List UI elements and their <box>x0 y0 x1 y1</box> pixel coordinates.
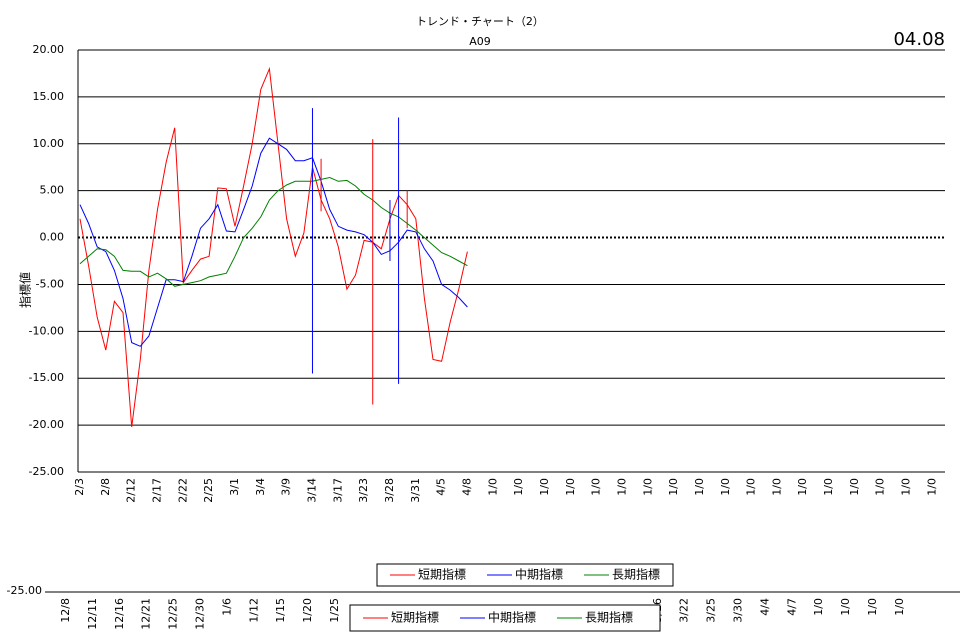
y-tick-label: 20.00 <box>33 43 65 56</box>
x-tick-label: 1/20 <box>301 598 314 623</box>
x-tick-label: 4/8 <box>460 478 473 496</box>
x-tick-label: 1/0 <box>615 478 628 496</box>
x-tick-label: 1/0 <box>812 598 825 616</box>
x-tick-label: 4/5 <box>435 478 448 496</box>
y-tick-label: -25.00 <box>7 584 42 597</box>
legend-label: 長期指標 <box>612 567 660 582</box>
legend-label: 中期指標 <box>488 610 536 625</box>
x-tick-label: 3/28 <box>383 478 396 503</box>
x-tick-label: 1/0 <box>512 478 525 496</box>
x-tick-label: 3/17 <box>331 478 344 503</box>
x-tick-label: 1/0 <box>848 478 861 496</box>
x-tick-label: 2/17 <box>150 478 163 503</box>
x-tick-label: 1/25 <box>328 598 341 623</box>
y-tick-label: -25.00 <box>29 465 64 478</box>
x-tick-label: 1/12 <box>247 598 260 623</box>
x-tick-label: 1/0 <box>486 478 499 496</box>
x-tick-label: 12/16 <box>113 598 126 630</box>
x-tick-label: 3/4 <box>254 478 267 496</box>
legend-box <box>376 563 674 587</box>
legend-label: 長期指標 <box>585 610 633 625</box>
x-tick-label: 1/0 <box>893 598 906 616</box>
legend-label: 短期指標 <box>418 567 466 582</box>
x-tick-label: 3/23 <box>357 478 370 503</box>
x-tick-label: 1/15 <box>274 598 287 623</box>
x-tick-label: 2/8 <box>99 478 112 496</box>
x-tick-label: 1/0 <box>693 478 706 496</box>
chart-subtitle: A09 <box>469 35 491 48</box>
x-tick-label: 3/1 <box>228 478 241 496</box>
x-tick-label: 3/14 <box>305 478 318 503</box>
y-tick-label: 5.00 <box>40 184 65 197</box>
x-tick-label: 1/0 <box>590 478 603 496</box>
x-tick-label: 12/11 <box>86 598 99 630</box>
x-tick-label: 1/0 <box>874 478 887 496</box>
x-tick-label: 2/12 <box>125 478 138 503</box>
x-tick-label: 2/3 <box>73 478 86 496</box>
x-tick-label: 3/22 <box>678 598 691 623</box>
legend-label: 短期指標 <box>391 610 439 625</box>
y-tick-label: -5.00 <box>36 277 64 290</box>
x-tick-label: 1/0 <box>745 478 758 496</box>
x-tick-label: 1/0 <box>538 478 551 496</box>
y-tick-label: -15.00 <box>29 371 64 384</box>
y-axis-label: 指標値 <box>18 272 33 308</box>
x-tick-label: 12/30 <box>194 598 207 630</box>
x-tick-label: 1/0 <box>866 598 879 616</box>
x-tick-label: 1/0 <box>796 478 809 496</box>
x-tick-label: 1/0 <box>925 478 938 496</box>
x-tick-label: 3/30 <box>732 598 745 623</box>
data-line <box>79 66 468 428</box>
x-tick-label: 1/0 <box>770 478 783 496</box>
x-tick-label: 12/21 <box>140 598 153 630</box>
x-tick-label: 1/0 <box>822 478 835 496</box>
x-tick-label: 1/0 <box>900 478 913 496</box>
x-tick-label: 1/0 <box>667 478 680 496</box>
x-tick-label: 2/25 <box>202 478 215 503</box>
legend-label: 中期指標 <box>515 567 563 582</box>
x-tick-label: 3/25 <box>705 598 718 623</box>
x-tick-label: 3/9 <box>280 478 293 496</box>
y-tick-label: 15.00 <box>33 90 65 103</box>
y-tick-label: 0.00 <box>40 231 65 244</box>
y-tick-label: 10.00 <box>33 137 65 150</box>
x-tick-label: 3/31 <box>409 478 422 503</box>
x-tick-label: 1/6 <box>220 598 233 616</box>
x-tick-label: 1/0 <box>719 478 732 496</box>
x-tick-label: 2/22 <box>176 478 189 503</box>
x-tick-label: 12/8 <box>59 598 72 623</box>
x-tick-label: 1/0 <box>839 598 852 616</box>
x-tick-label: 4/7 <box>785 598 798 616</box>
x-tick-label: 1/0 <box>641 478 654 496</box>
legend-box <box>349 604 661 632</box>
x-tick-label: 1/0 <box>564 478 577 496</box>
data-line <box>79 137 468 347</box>
corner-label: 04.08 <box>893 29 945 50</box>
data-line <box>79 176 468 287</box>
y-tick-label: -20.00 <box>29 418 64 431</box>
chart-title: トレンド・チャート（2） <box>416 15 544 28</box>
y-tick-label: -10.00 <box>29 324 64 337</box>
x-tick-label: 4/4 <box>758 598 771 616</box>
x-tick-label: 12/25 <box>167 598 180 630</box>
